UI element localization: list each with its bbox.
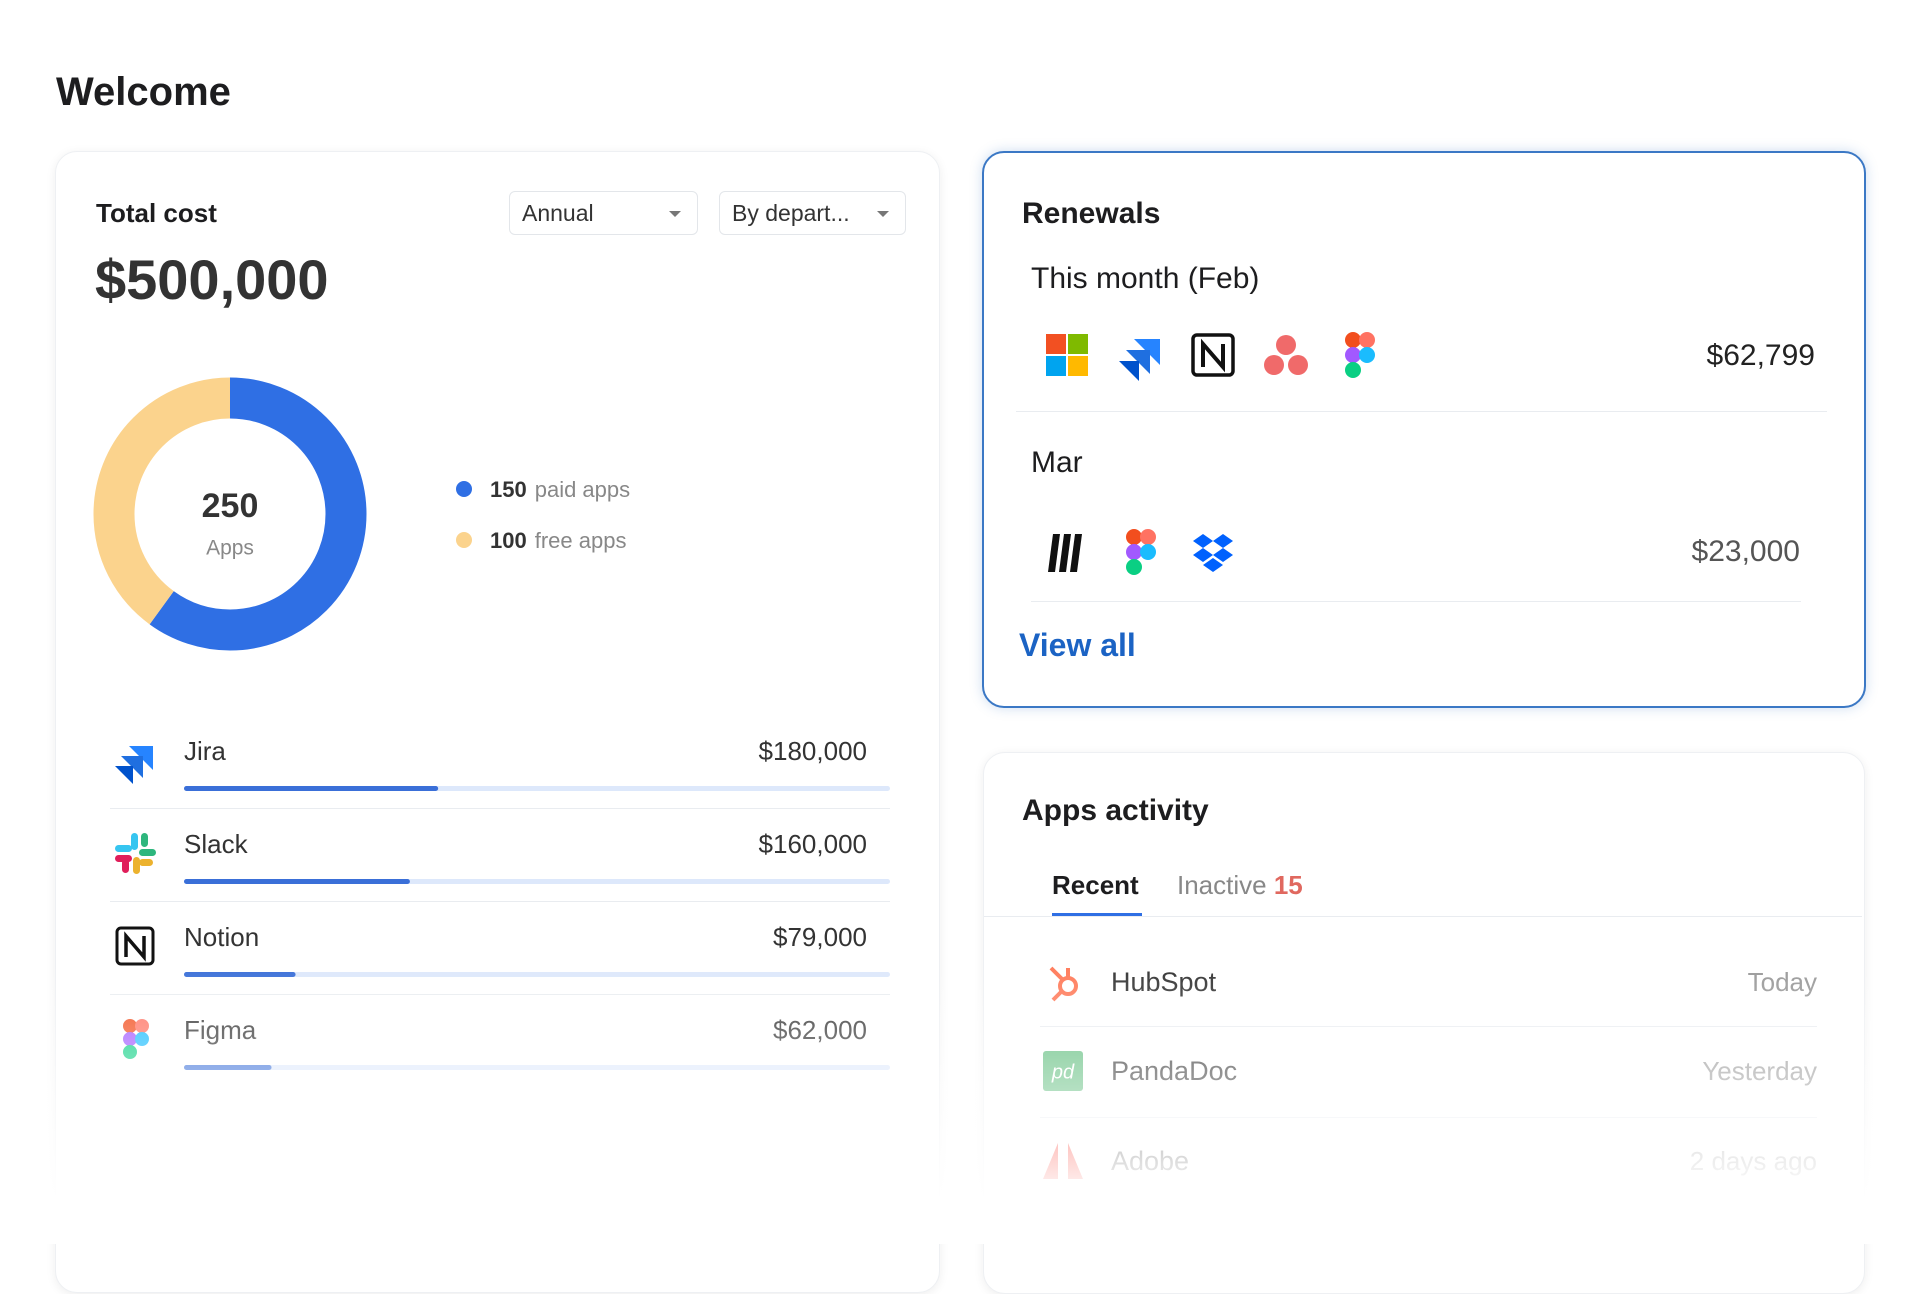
activity-time: Today — [1747, 967, 1817, 997]
app-name: Notion — [184, 922, 259, 952]
legend-entry: 100 free apps — [490, 528, 626, 553]
activity-app: HubSpot — [1111, 967, 1217, 997]
divider — [110, 901, 890, 902]
legend-label: paid apps — [535, 477, 630, 502]
slack-icon — [115, 833, 156, 874]
divider — [1040, 1026, 1817, 1027]
activity-time: 2 days ago — [1689, 1146, 1817, 1176]
renewal-period: This month (Feb) — [1031, 262, 1260, 295]
cost-bar — [184, 972, 296, 977]
period-dropdown[interactable]: Annual — [509, 191, 698, 235]
view-all-link[interactable]: View all — [1019, 627, 1136, 663]
renewal-amount: $62,799 — [1706, 339, 1815, 372]
hubspot-icon — [1049, 966, 1078, 1002]
tab-underline — [1052, 913, 1142, 916]
app-cost: $160,000 — [759, 829, 867, 859]
jira-icon — [1119, 339, 1160, 381]
app-cost: $62,000 — [773, 1015, 867, 1045]
asana-icon — [1264, 335, 1308, 375]
card-title: Apps activity — [1022, 794, 1209, 827]
page: Welcome Total cost $500,000 Annual By de… — [0, 70, 1920, 1294]
figma-icon — [1345, 332, 1375, 378]
renewals-card — [982, 151, 1866, 708]
app-name: Jira — [184, 736, 226, 766]
tab-recent[interactable]: Recent — [1052, 870, 1139, 900]
activity-card — [983, 752, 1865, 1294]
app-cost: $180,000 — [759, 736, 867, 766]
dropbox-icon — [1193, 534, 1233, 572]
notion-icon — [115, 926, 155, 966]
legend-entry: 150 paid apps — [490, 477, 630, 502]
renewal-period: Mar — [1031, 446, 1083, 479]
total-amount: $500,000 — [95, 248, 329, 311]
app-name: Slack — [184, 829, 249, 859]
legend-dot — [456, 532, 472, 548]
activity-time: Yesterday — [1702, 1056, 1817, 1086]
divider — [1031, 601, 1801, 602]
donut-total-label: Apps — [206, 537, 254, 560]
cost-bar — [184, 879, 410, 884]
svg-text:pd: pd — [1051, 1061, 1075, 1083]
cost-graphics: 250 Apps 150 paid apps 100 free apps Jira $18… — [93, 377, 890, 1070]
cost-track — [184, 1065, 890, 1070]
adobe-icon — [1043, 1143, 1083, 1179]
microsoft-icon — [1046, 334, 1088, 376]
legend-value: 100 — [490, 528, 527, 553]
legend-label: free apps — [535, 528, 627, 553]
divider — [984, 916, 1862, 917]
app-cost: $79,000 — [773, 922, 867, 952]
figma-icon — [123, 1019, 149, 1059]
card-title: Renewals — [1022, 197, 1161, 230]
page-title: Welcome — [56, 70, 231, 114]
legend-dot — [456, 481, 472, 497]
divider — [110, 994, 890, 995]
divider — [1016, 411, 1827, 412]
app-name: Figma — [184, 1015, 257, 1045]
group-dropdown[interactable]: By depart... — [719, 191, 906, 235]
card-title: Total cost — [96, 198, 217, 228]
cost-bar — [184, 786, 439, 791]
activity-icons: pd — [1043, 966, 1083, 1179]
cost-bar — [184, 1065, 272, 1070]
jira-icon — [115, 746, 153, 784]
figma-icon — [1126, 529, 1156, 575]
divider — [1040, 1117, 1817, 1118]
tab-count: 15 — [1273, 870, 1303, 900]
renewal-amount: $23,000 — [1691, 535, 1800, 568]
tab-inactive[interactable]: Inactive 15 — [1177, 870, 1303, 901]
donut-total: 250 — [202, 487, 259, 525]
legend-value: 150 — [490, 477, 527, 502]
notion-icon — [1191, 333, 1235, 377]
miro-icon — [1048, 534, 1082, 572]
divider — [110, 808, 890, 809]
activity-app: Adobe — [1111, 1146, 1190, 1176]
renewal-icons — [1046, 332, 1375, 575]
tab-label: Inactive — [1177, 870, 1267, 900]
activity-app: PandaDoc — [1111, 1056, 1238, 1086]
donut-segment — [93, 377, 367, 651]
pandadoc-icon: pd — [1043, 1051, 1083, 1091]
